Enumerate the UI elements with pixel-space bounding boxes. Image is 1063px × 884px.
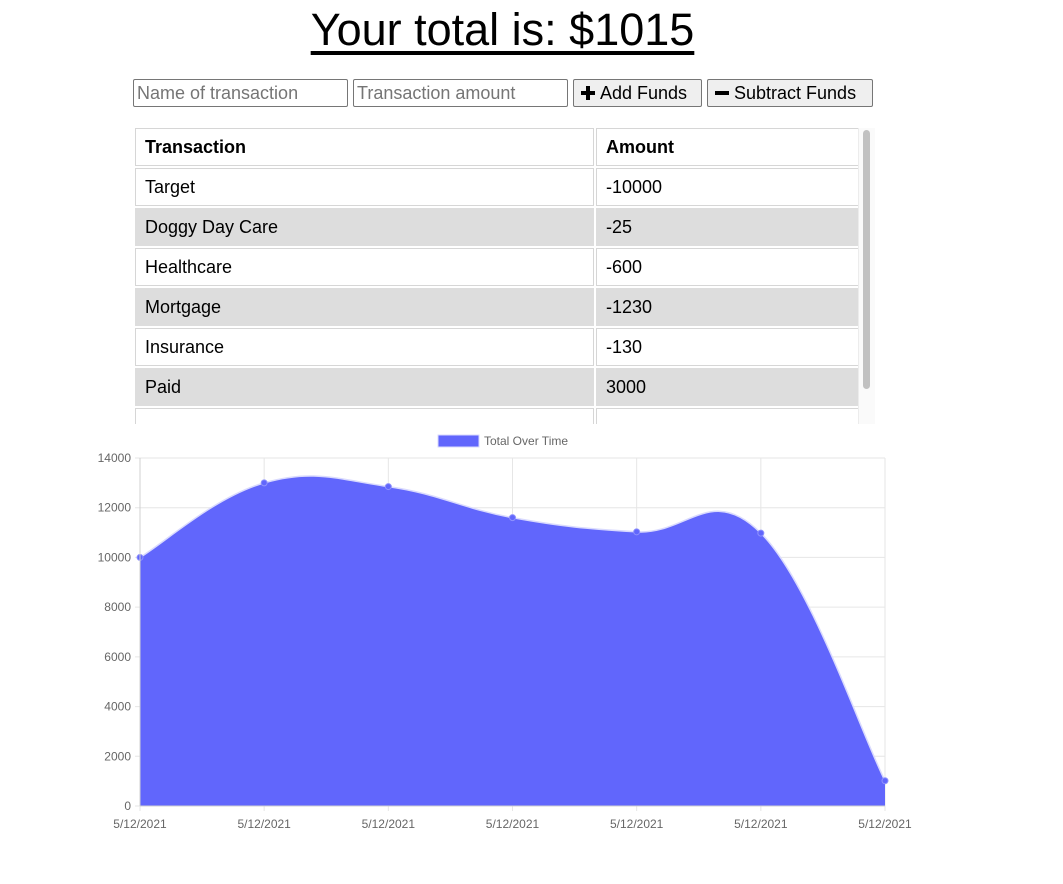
x-tick-label: 5/12/2021 [486, 817, 540, 831]
transaction-amount-cell: -1230 [596, 288, 859, 326]
transaction-name-cell: Healthcare [135, 248, 594, 286]
table-scrollbar[interactable] [858, 128, 875, 424]
data-point [384, 483, 392, 491]
transaction-amount-cell: -600 [596, 248, 859, 286]
transaction-column-header: Transaction [135, 128, 594, 166]
y-tick-label: 8000 [104, 600, 131, 614]
subtract-funds-button[interactable]: Subtract Funds [707, 79, 873, 107]
x-tick-label: 5/12/2021 [858, 817, 912, 831]
table-scrollbar-thumb[interactable] [863, 130, 870, 389]
table-row: Target -10000 [135, 168, 859, 206]
legend-swatch [437, 434, 480, 448]
data-point [509, 514, 516, 522]
transaction-name-cell: Insurance [135, 328, 594, 366]
table-row: Insurance -130 [135, 328, 859, 366]
transaction-amount-cell: -25 [596, 208, 859, 246]
table-row: Mortgage -1230 [135, 288, 859, 326]
transaction-amount-cell: 3000 [596, 368, 859, 406]
legend-label: Total Over Time [484, 434, 568, 448]
total-over-time-chart: 0 2000 4000 6000 8000 10000 12000 14000 5/12/202… [98, 434, 912, 831]
add-funds-button[interactable]: Add Funds [573, 79, 702, 107]
transaction-name-cell: Doggy Day Care [135, 208, 594, 246]
y-tick-label: 0 [124, 799, 131, 813]
y-tick-label: 6000 [104, 650, 131, 664]
transaction-amount-cell [596, 408, 859, 424]
table-header-row: Transaction Amount [135, 128, 859, 166]
total-heading: Your total is: $1015 [310, 4, 695, 55]
x-tick-label: 5/12/2021 [362, 817, 416, 831]
data-point [881, 777, 889, 785]
transaction-name-input[interactable] [133, 79, 348, 107]
y-tick-label: 2000 [104, 749, 131, 763]
data-point [633, 528, 641, 536]
plus-icon [580, 85, 596, 101]
subtract-funds-label: Subtract Funds [734, 82, 857, 103]
transactions-table: Transaction Amount Target -10000 Doggy D… [133, 126, 861, 424]
table-row: Doggy Day Care -25 [135, 208, 859, 246]
y-tick-label: 4000 [104, 700, 131, 714]
x-tick-label: 5/12/2021 [113, 817, 167, 831]
transaction-amount-input[interactable] [353, 79, 568, 107]
x-tick-label: 5/12/2021 [734, 817, 788, 831]
transactions-table-container: Transaction Amount Target -10000 Doggy D… [133, 126, 874, 424]
table-row: Paid 3000 [135, 368, 859, 406]
minus-icon [714, 85, 730, 101]
x-tick-label: 5/12/2021 [610, 817, 664, 831]
amount-column-header: Amount [596, 128, 859, 166]
transaction-name-cell: Target [135, 168, 594, 206]
add-funds-label: Add Funds [600, 82, 688, 103]
data-point [260, 479, 268, 487]
y-tick-label: 12000 [98, 501, 132, 515]
table-row [135, 408, 859, 424]
x-tick-label: 5/12/2021 [237, 817, 291, 831]
table-row: Healthcare -600 [135, 248, 859, 286]
data-point [757, 529, 765, 537]
transaction-name-cell [135, 408, 594, 424]
transaction-amount-cell: -10000 [596, 168, 859, 206]
transaction-name-cell: Mortgage [135, 288, 594, 326]
transaction-amount-cell: -130 [596, 328, 859, 366]
y-tick-label: 14000 [98, 451, 132, 465]
series-area [140, 475, 885, 806]
transaction-name-cell: Paid [135, 368, 594, 406]
y-tick-label: 10000 [98, 550, 132, 564]
